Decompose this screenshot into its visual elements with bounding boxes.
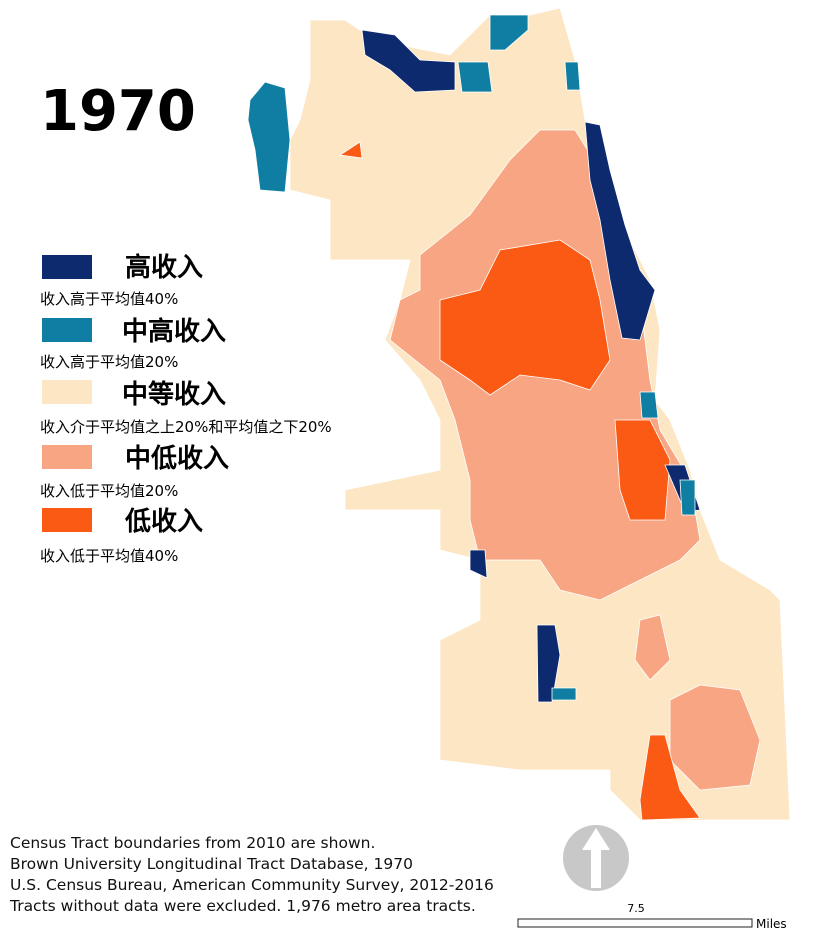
legend-label: 中低收入	[125, 444, 229, 474]
legend-label: 中等收入	[122, 379, 226, 410]
high-income-area	[469, 549, 488, 579]
city-map	[247, 7, 791, 821]
legend-label: 高收入	[125, 252, 203, 283]
legend-description: 收入高于平均值40%	[40, 290, 178, 308]
upper-middle-area	[247, 81, 291, 193]
high-income-area	[584, 121, 656, 341]
north-arrow	[563, 825, 629, 891]
source-notes: Census Tract boundaries from 2010 are sh…	[9, 834, 494, 915]
high-income-area	[361, 29, 456, 93]
note: Tracts without data were excluded. 1,976…	[9, 897, 476, 915]
legend-label: 中高收入	[122, 316, 226, 347]
legend-description: 收入低于平均值40%	[40, 547, 178, 565]
upper-middle-area	[639, 391, 659, 419]
legend-description: 收入高于平均值20%	[40, 353, 178, 371]
upper-middle-area	[679, 479, 696, 516]
note: Census Tract boundaries from 2010 are sh…	[10, 834, 375, 852]
upper-middle-area	[551, 687, 577, 701]
low-income-area	[338, 141, 363, 159]
low-income-area	[614, 419, 671, 521]
legend-swatch	[42, 445, 92, 469]
lower-middle-area	[634, 614, 671, 681]
low-income-area	[439, 239, 611, 396]
legend-swatch	[42, 380, 92, 404]
legend-description: 收入低于平均值20%	[40, 482, 178, 500]
legend-description: 收入介于平均值之上20%和平均值之下20%	[40, 418, 332, 436]
scale-label: 7.5	[627, 902, 645, 915]
legend-swatch	[42, 508, 92, 532]
high-income-area	[536, 624, 561, 703]
map-title: 1970	[40, 79, 196, 144]
scale-unit: Miles	[756, 917, 787, 931]
legend: 高收入 收入高于平均值40% 中高收入 收入高于平均值20% 中等收入 收入介于…	[40, 252, 332, 565]
lower-middle-area	[669, 684, 761, 791]
note: U.S. Census Bureau, American Community S…	[10, 876, 494, 894]
upper-middle-area	[564, 61, 581, 91]
upper-middle-area	[457, 61, 493, 93]
legend-swatch	[42, 318, 92, 342]
legend-label: 低收入	[124, 507, 203, 537]
legend-swatch	[42, 255, 92, 279]
note: Brown University Longitudinal Tract Data…	[10, 855, 413, 873]
upper-middle-area	[489, 14, 529, 51]
scale-bar: 7.5 Miles	[517, 902, 787, 931]
low-income-area	[639, 734, 701, 821]
